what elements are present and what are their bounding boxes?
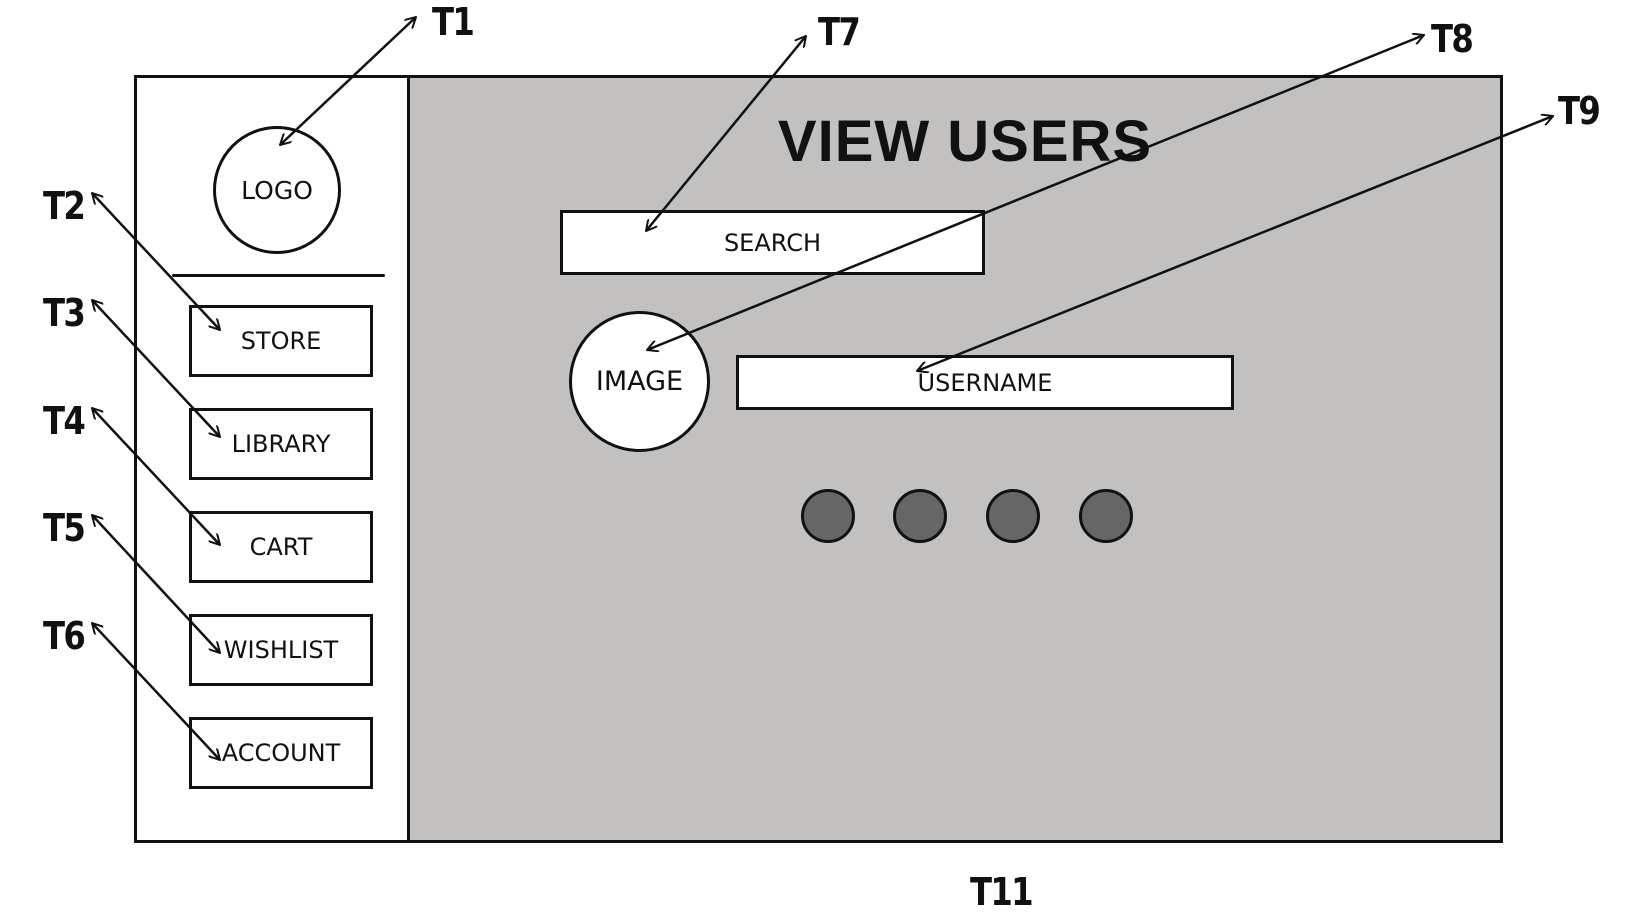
sidebar-divider <box>172 274 385 277</box>
nav-wishlist-button[interactable]: WISHLIST <box>189 614 373 686</box>
nav-library-button[interactable]: LIBRARY <box>189 408 373 480</box>
pagination-dot[interactable] <box>801 489 855 543</box>
nav-account-button[interactable]: ACCOUNT <box>189 717 373 789</box>
pagination-dot[interactable] <box>986 489 1040 543</box>
pagination-dot[interactable] <box>1079 489 1133 543</box>
callout-t3: T3 <box>43 291 86 335</box>
search-input[interactable]: SEARCH <box>560 210 985 275</box>
callout-t1: T1 <box>432 0 475 44</box>
callout-t11: T11 <box>970 870 1034 914</box>
callout-t8: T8 <box>1431 17 1474 61</box>
callout-t7: T7 <box>818 10 861 54</box>
nav-store-button[interactable]: STORE <box>189 305 373 377</box>
callout-t9: T9 <box>1558 89 1601 133</box>
username-field: USERNAME <box>736 355 1234 410</box>
callout-t2: T2 <box>43 184 86 228</box>
callout-t6: T6 <box>43 614 86 658</box>
logo: LOGO <box>213 126 341 254</box>
pagination-dot[interactable] <box>893 489 947 543</box>
nav-cart-button[interactable]: CART <box>189 511 373 583</box>
callout-t5: T5 <box>43 506 86 550</box>
callout-t4: T4 <box>43 399 86 443</box>
user-image: IMAGE <box>569 311 710 452</box>
page-title: VIEW USERS <box>777 109 1153 174</box>
